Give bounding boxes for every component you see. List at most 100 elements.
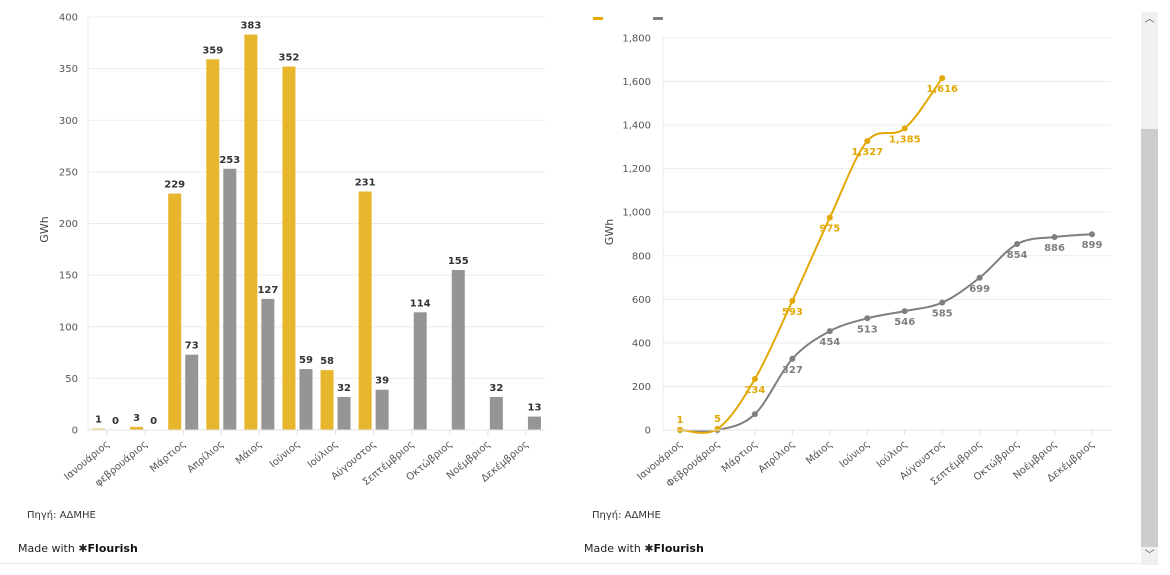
data-label: 854 [1007, 250, 1028, 261]
data-label: 327 [782, 365, 803, 376]
data-label: 1,616 [926, 84, 958, 95]
data-label: 253 [219, 155, 240, 166]
source-note: Πηγή: ΑΔΜΗΕ [27, 510, 96, 521]
line-yellow [679, 77, 943, 434]
data-label: 1,327 [851, 147, 883, 158]
bar-yellow [168, 193, 182, 430]
y-tick-label: 250 [59, 167, 78, 178]
scrollbar-thumb[interactable] [1141, 129, 1158, 547]
data-label: 0 [112, 416, 119, 427]
data-label: 383 [240, 21, 261, 32]
data-label: 73 [185, 341, 199, 352]
y-tick-label: 400 [632, 338, 651, 349]
y-tick-label: 0 [72, 426, 78, 437]
y-tick-label: 150 [59, 271, 78, 282]
made-with-text: Made with [584, 542, 641, 555]
data-label: 699 [969, 284, 990, 295]
chevron-up-icon[interactable]: ︿ [1144, 14, 1155, 25]
x-tick-label: Ιούλιος [305, 438, 340, 470]
data-label: 59 [299, 355, 313, 366]
scrollbar[interactable]: ︿ ﹀ [1141, 12, 1158, 565]
data-label: 546 [894, 317, 915, 328]
point-gray [901, 308, 908, 315]
x-tick-label: Μάρτιος [719, 438, 760, 475]
y-tick-label: 350 [59, 64, 78, 75]
y-tick-label: 1,200 [622, 164, 651, 175]
point-gray [864, 315, 871, 322]
flourish-brand: Flourish [653, 542, 704, 555]
x-tick-label: Απρίλιος [185, 438, 226, 475]
data-label: 5 [714, 414, 721, 425]
y-tick-label: 200 [59, 219, 78, 230]
y-tick-label: 400 [59, 13, 78, 24]
data-label: 231 [355, 177, 376, 188]
data-label: 58 [320, 356, 334, 367]
bar-yellow [358, 191, 372, 430]
data-label: 585 [932, 309, 953, 320]
data-label: 3 [133, 413, 140, 424]
line-chart: 0 200 400 600 800 1,000 1,200 1,400 1,600 1,800 GW… [603, 34, 1111, 490]
legend [593, 5, 713, 20]
point-gray [939, 299, 946, 306]
legend-swatch-gray [653, 17, 663, 20]
bar-gray [299, 369, 313, 430]
source-note: Πηγή: ΑΔΜΗΕ [592, 510, 661, 521]
data-label: 0 [150, 416, 157, 427]
data-label: 975 [819, 224, 840, 235]
data-label: 32 [489, 383, 503, 394]
data-label: 155 [448, 256, 469, 267]
x-tick-label: Απρίλιος [756, 438, 797, 475]
bar-gray [261, 298, 275, 430]
y-tick-label: 100 [59, 322, 78, 333]
footer-divider [0, 563, 1140, 564]
data-label: 13 [527, 403, 541, 414]
y-axis-title: GWh [38, 216, 51, 242]
data-label: 1,385 [889, 134, 921, 145]
bar-yellow [92, 428, 106, 430]
made-with-flourish-link[interactable]: Made with ✱Flourish [18, 542, 138, 555]
data-label: 1 [95, 415, 102, 426]
y-tick-label: 1,000 [622, 208, 651, 219]
bar-gray [223, 168, 237, 430]
point-gray [751, 411, 758, 418]
bar-gray [337, 396, 351, 430]
data-label: 359 [202, 45, 223, 56]
chevron-down-icon[interactable]: ﹀ [1144, 550, 1155, 561]
data-label: 114 [410, 298, 431, 309]
bar-yellow [282, 66, 296, 430]
made-with-flourish-link[interactable]: Made with ✱Flourish [584, 542, 704, 555]
point-yellow [714, 425, 721, 432]
bar-yellow [320, 370, 334, 430]
point-yellow [751, 376, 758, 383]
point-gray [789, 355, 796, 362]
bar-yellow [206, 59, 220, 431]
data-label: 127 [257, 285, 278, 296]
point-yellow [789, 297, 796, 304]
x-tick-label: Μάρτιος [148, 438, 189, 475]
point-yellow [901, 125, 908, 132]
y-tick-label: 800 [632, 251, 651, 262]
bar-gray [451, 269, 465, 430]
bar-yellow [130, 426, 144, 430]
point-yellow [826, 214, 833, 221]
point-gray [1014, 241, 1021, 248]
bar-gray [527, 416, 541, 430]
data-label: 593 [782, 307, 803, 318]
bar-gray [489, 396, 503, 430]
made-with-text: Made with [18, 542, 75, 555]
bar-chart-panel: 0 50 100 150 200 250 300 350 400 GWh Ιανουάριος 1 0 φ… [0, 0, 560, 565]
data-label: 234 [744, 385, 765, 396]
y-axis-title: GWh [603, 219, 616, 245]
y-tick-label: 200 [632, 382, 651, 393]
point-yellow [864, 138, 871, 145]
y-tick-label: 1,800 [622, 34, 651, 45]
data-label: 39 [375, 376, 389, 387]
x-tick-label: Ιούλιος [874, 438, 909, 470]
point-gray [976, 274, 983, 281]
data-label: 229 [164, 180, 185, 191]
bar-gray [413, 312, 427, 430]
flourish-asterisk-icon: ✱ [78, 542, 88, 555]
point-gray [1089, 231, 1095, 238]
data-label: 886 [1044, 243, 1065, 254]
